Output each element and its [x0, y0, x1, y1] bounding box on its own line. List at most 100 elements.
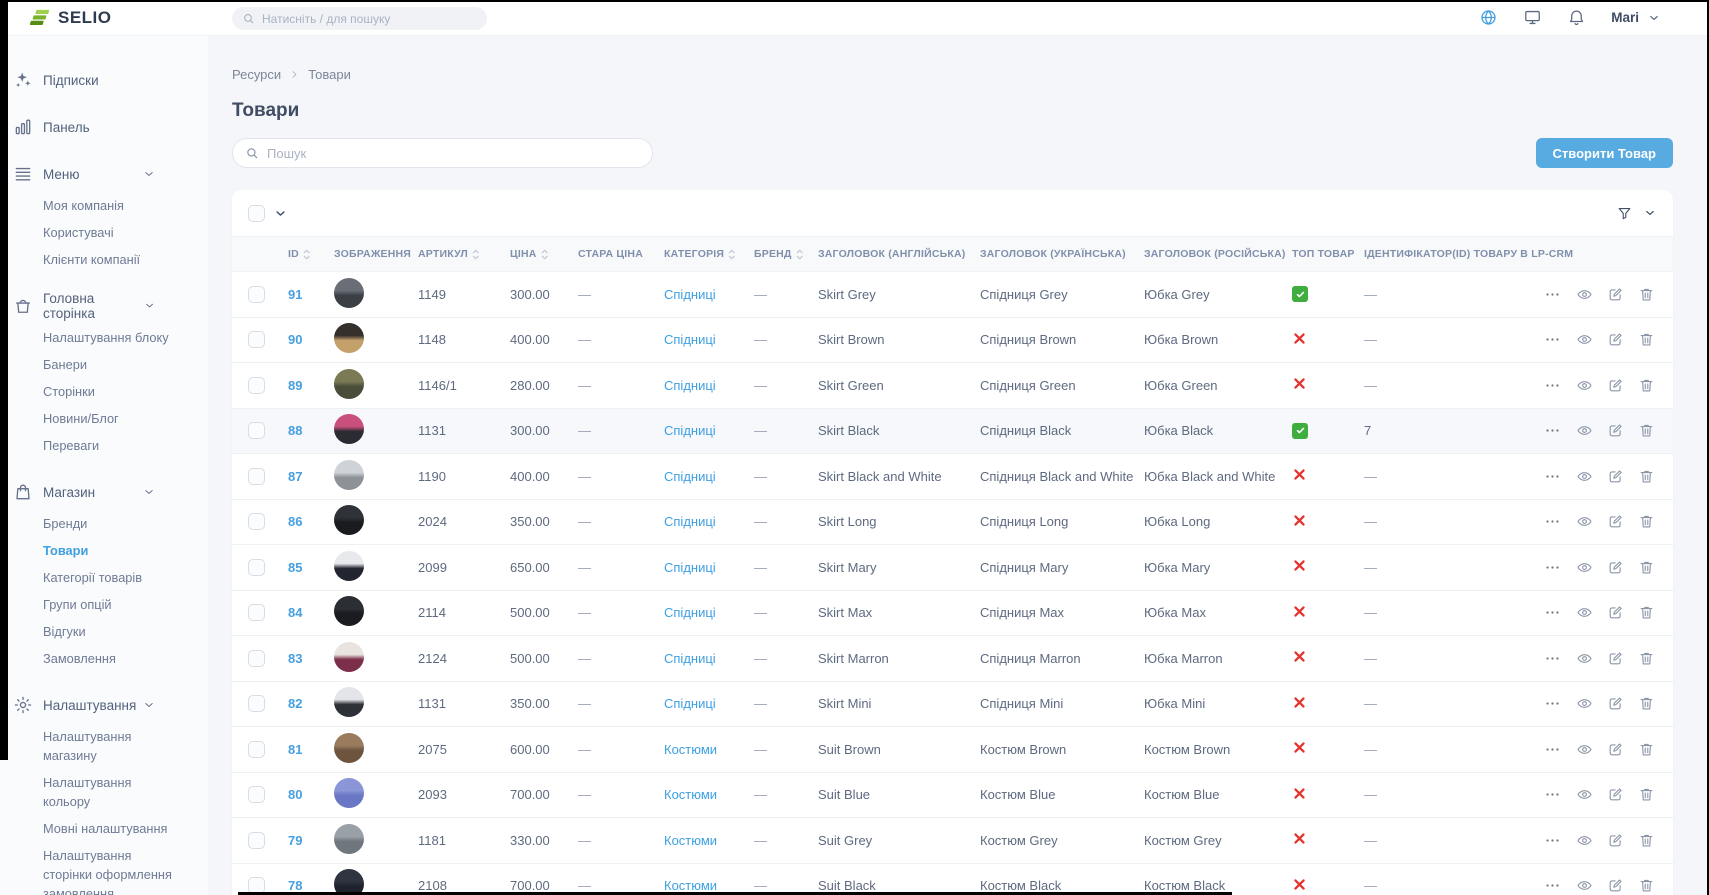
product-id-link[interactable]: 85	[288, 559, 303, 575]
view-icon[interactable]	[1576, 877, 1593, 894]
view-icon[interactable]	[1576, 559, 1593, 576]
edit-icon[interactable]	[1607, 286, 1624, 303]
delete-icon[interactable]	[1638, 468, 1655, 485]
sidebar-item-головна-сторінка[interactable]: Головна сторінка	[8, 291, 208, 321]
delete-icon[interactable]	[1638, 695, 1655, 712]
view-icon[interactable]	[1576, 604, 1593, 621]
filter-chevron-icon[interactable]	[1643, 206, 1657, 220]
category-link[interactable]: Спідниці	[664, 468, 716, 484]
sidebar-subitem[interactable]: Бренди	[43, 516, 88, 531]
topbar-search-input[interactable]	[262, 11, 477, 26]
table-search-input[interactable]	[267, 145, 640, 161]
view-icon[interactable]	[1576, 331, 1593, 348]
view-icon[interactable]	[1576, 513, 1593, 530]
category-link[interactable]: Спідниці	[664, 514, 716, 530]
view-icon[interactable]	[1576, 741, 1593, 758]
row-checkbox[interactable]	[248, 285, 265, 303]
sidebar-subitem[interactable]: Банери	[43, 357, 87, 372]
topbar-search[interactable]	[232, 7, 487, 30]
edit-icon[interactable]	[1607, 786, 1624, 803]
edit-icon[interactable]	[1607, 650, 1624, 667]
sidebar-item-панель[interactable]: Панель	[8, 113, 208, 141]
sidebar-subitem[interactable]: Налаштування кольору	[43, 775, 132, 809]
sidebar-subitem[interactable]: Переваги	[43, 438, 100, 453]
sidebar-item-магазин[interactable]: Магазин	[8, 478, 208, 506]
product-id-link[interactable]: 91	[288, 286, 303, 302]
product-id-link[interactable]: 84	[288, 605, 303, 621]
product-id-link[interactable]: 79	[288, 832, 303, 848]
product-id-link[interactable]: 87	[288, 468, 303, 484]
sidebar-subitem[interactable]: Моя компанія	[43, 198, 124, 213]
view-icon[interactable]	[1576, 650, 1593, 667]
breadcrumb-item-resources[interactable]: Ресурси	[232, 66, 282, 82]
row-checkbox[interactable]	[248, 786, 265, 804]
delete-icon[interactable]	[1638, 741, 1655, 758]
more-actions-icon[interactable]	[1544, 741, 1562, 758]
view-icon[interactable]	[1576, 695, 1593, 712]
more-actions-icon[interactable]	[1544, 468, 1562, 485]
more-actions-icon[interactable]	[1544, 286, 1562, 303]
bell-icon[interactable]	[1567, 8, 1586, 27]
product-id-link[interactable]: 82	[288, 696, 303, 712]
edit-icon[interactable]	[1607, 331, 1624, 348]
sidebar-subitem[interactable]: Налаштування сторінки оформлення замовле…	[43, 848, 172, 895]
more-actions-icon[interactable]	[1544, 650, 1562, 667]
edit-icon[interactable]	[1607, 604, 1624, 621]
bulk-actions-chevron-icon[interactable]	[273, 206, 288, 221]
edit-icon[interactable]	[1607, 422, 1624, 439]
column-header-category[interactable]: КАТЕГОРІЯ	[664, 248, 754, 261]
globe-icon[interactable]	[1479, 8, 1498, 27]
category-link[interactable]: Спідниці	[664, 377, 716, 393]
row-checkbox[interactable]	[248, 695, 265, 713]
row-checkbox[interactable]	[248, 831, 265, 849]
row-checkbox[interactable]	[248, 558, 265, 576]
category-link[interactable]: Костюми	[664, 878, 718, 894]
row-checkbox[interactable]	[248, 649, 265, 667]
sidebar-subitem[interactable]: Користувачі	[43, 225, 114, 240]
view-icon[interactable]	[1576, 377, 1593, 394]
delete-icon[interactable]	[1638, 877, 1655, 894]
monitor-icon[interactable]	[1523, 8, 1542, 27]
row-checkbox[interactable]	[248, 331, 265, 349]
more-actions-icon[interactable]	[1544, 786, 1562, 803]
user-menu[interactable]: Mari	[1611, 10, 1661, 25]
category-link[interactable]: Спідниці	[664, 423, 716, 439]
brand-logo[interactable]: SELIO	[30, 7, 112, 28]
sidebar-item-налаштування[interactable]: Налаштування	[8, 691, 208, 719]
edit-icon[interactable]	[1607, 741, 1624, 758]
column-header-id[interactable]: ID	[288, 248, 334, 261]
filter-icon[interactable]	[1616, 205, 1633, 222]
product-id-link[interactable]: 81	[288, 741, 303, 757]
sidebar-subitem[interactable]: Налаштування блоку	[43, 330, 169, 345]
sidebar-subitem[interactable]: Мовні налаштування	[43, 821, 168, 836]
sidebar-subitem[interactable]: Категорії товарів	[43, 570, 143, 585]
delete-icon[interactable]	[1638, 832, 1655, 849]
column-header-article[interactable]: АРТИКУЛ	[418, 248, 510, 261]
edit-icon[interactable]	[1607, 513, 1624, 530]
category-link[interactable]: Костюми	[664, 741, 718, 757]
category-link[interactable]: Спідниці	[664, 696, 716, 712]
delete-icon[interactable]	[1638, 786, 1655, 803]
view-icon[interactable]	[1576, 786, 1593, 803]
category-link[interactable]: Спідниці	[664, 332, 716, 348]
delete-icon[interactable]	[1638, 377, 1655, 394]
select-all-checkbox[interactable]	[248, 204, 265, 222]
delete-icon[interactable]	[1638, 286, 1655, 303]
more-actions-icon[interactable]	[1544, 695, 1562, 712]
sidebar-subitem[interactable]: Сторінки	[43, 384, 95, 399]
column-header-brand[interactable]: БРЕНД	[754, 248, 818, 261]
row-checkbox[interactable]	[248, 740, 265, 758]
row-checkbox[interactable]	[248, 422, 265, 440]
delete-icon[interactable]	[1638, 513, 1655, 530]
edit-icon[interactable]	[1607, 377, 1624, 394]
create-product-button[interactable]: Створити Товар	[1535, 138, 1673, 168]
category-link[interactable]: Спідниці	[664, 605, 716, 621]
view-icon[interactable]	[1576, 422, 1593, 439]
product-id-link[interactable]: 83	[288, 650, 303, 666]
edit-icon[interactable]	[1607, 877, 1624, 894]
sidebar-item-підписки[interactable]: Підписки	[8, 66, 208, 94]
delete-icon[interactable]	[1638, 331, 1655, 348]
product-id-link[interactable]: 89	[288, 377, 303, 393]
more-actions-icon[interactable]	[1544, 559, 1562, 576]
product-id-link[interactable]: 86	[288, 514, 303, 530]
